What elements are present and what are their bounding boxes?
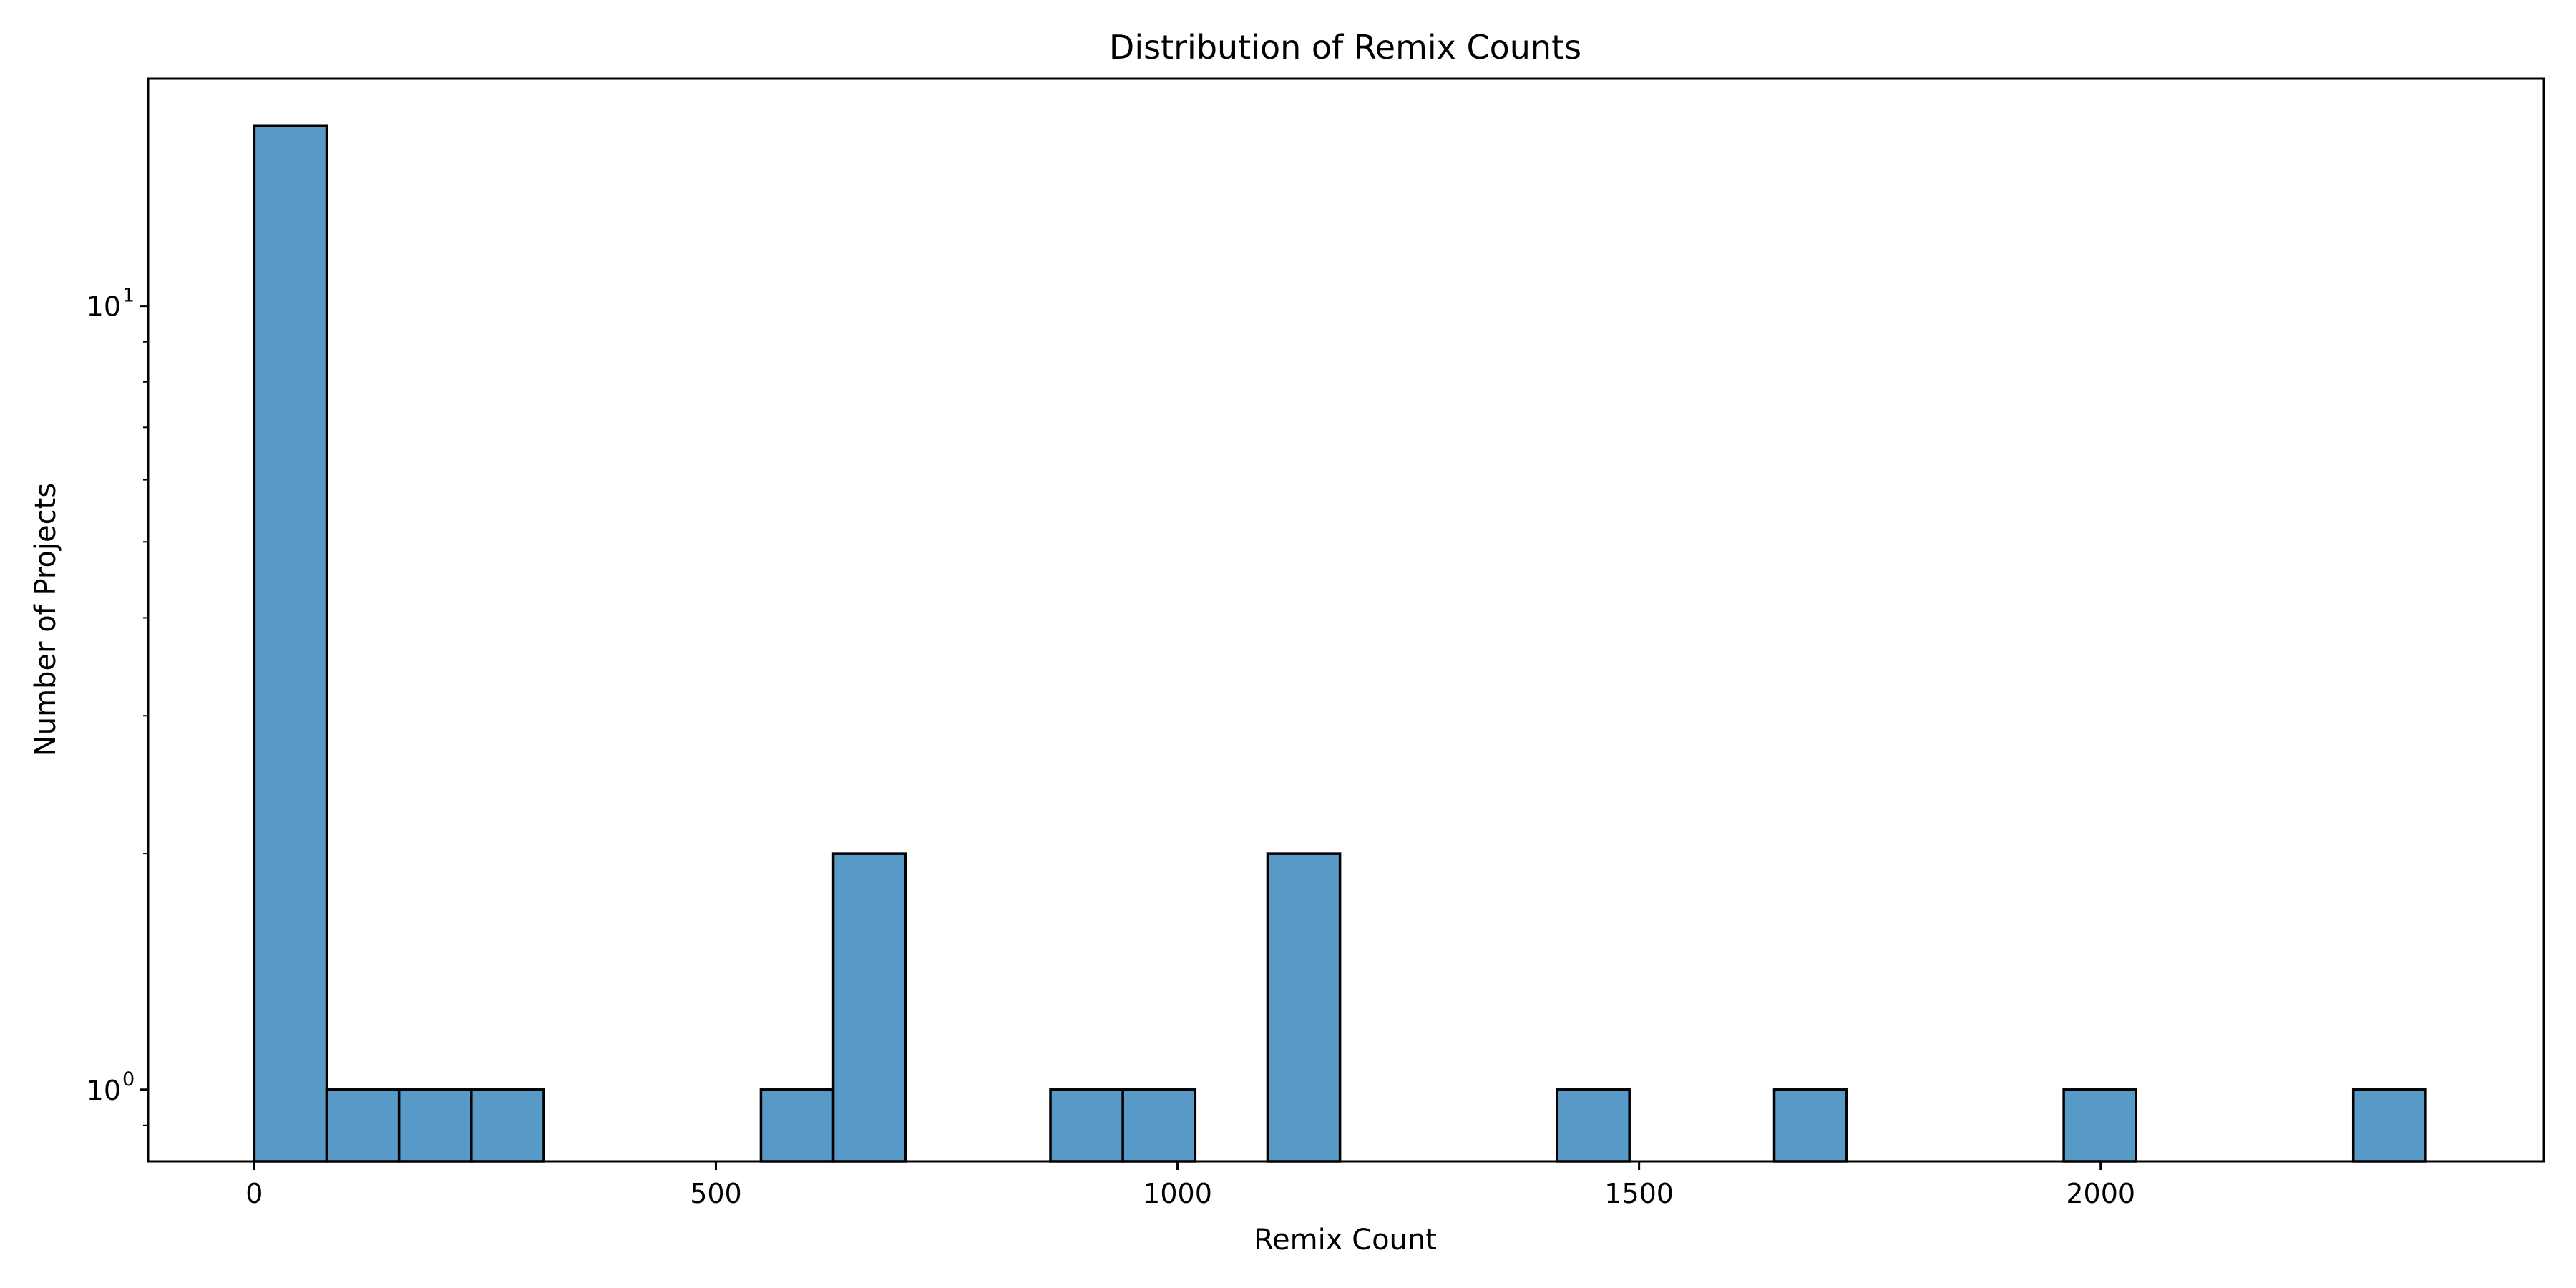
x-axis-ticks: 0 500 1000 1500 2000 xyxy=(245,1161,2135,1209)
histogram-bar xyxy=(325,1088,401,1163)
histogram-bar xyxy=(253,124,328,1163)
histogram-bar xyxy=(1049,1088,1124,1163)
y-tick-exponent: 1 xyxy=(122,285,135,307)
x-tick-label: 2000 xyxy=(2066,1178,2135,1209)
histogram-bar xyxy=(1556,1088,1631,1163)
x-axis-label: Remix Count xyxy=(1254,1224,1437,1257)
histogram-bar xyxy=(470,1088,545,1163)
chart-title: Distribution of Remix Counts xyxy=(1109,28,1581,67)
bars-group xyxy=(253,124,2427,1163)
x-tick-label: 500 xyxy=(690,1178,742,1209)
y-axis-label: Number of Projects xyxy=(29,483,62,756)
histogram-bar xyxy=(397,1088,473,1163)
histogram-bar xyxy=(2351,1088,2427,1163)
histogram-bar xyxy=(1121,1088,1197,1163)
x-tick-label: 0 xyxy=(245,1178,263,1209)
y-tick-label: 10 xyxy=(87,291,121,323)
plot-frame xyxy=(147,77,2545,1163)
y-tick-label: 10 xyxy=(87,1075,121,1106)
x-tick-label: 1500 xyxy=(1604,1178,1674,1209)
x-tick-label: 1000 xyxy=(1143,1178,1212,1209)
histogram-bar xyxy=(2062,1088,2138,1163)
histogram-bar xyxy=(1266,852,1342,1163)
histogram-bar xyxy=(831,852,907,1163)
y-tick-exponent: 0 xyxy=(122,1068,135,1091)
histogram-bar xyxy=(759,1088,835,1163)
histogram-bar xyxy=(1772,1088,1848,1163)
